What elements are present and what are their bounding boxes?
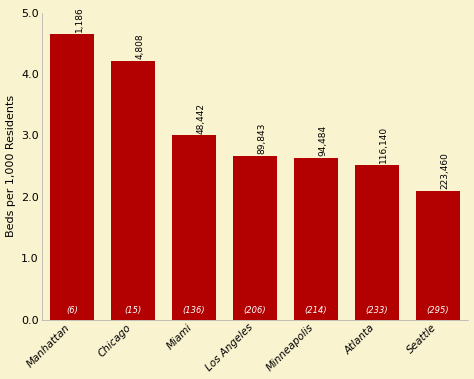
Bar: [355, 165, 399, 319]
Text: 116,140: 116,140: [379, 126, 388, 163]
Bar: [416, 191, 460, 319]
Text: (295): (295): [427, 306, 449, 315]
Bar: [50, 34, 94, 319]
Text: (15): (15): [125, 306, 142, 315]
Text: 94,484: 94,484: [319, 125, 328, 156]
Text: (6): (6): [66, 306, 78, 315]
Text: 4,808: 4,808: [136, 33, 145, 59]
Bar: [294, 158, 338, 319]
Text: 48,442: 48,442: [197, 103, 206, 134]
Text: (206): (206): [244, 306, 266, 315]
Bar: [172, 135, 216, 319]
Text: (136): (136): [183, 306, 205, 315]
Text: (233): (233): [365, 306, 388, 315]
Text: 89,843: 89,843: [257, 122, 266, 154]
Bar: [233, 156, 277, 319]
Text: 1,186: 1,186: [74, 6, 83, 32]
Y-axis label: Beds per 1,000 Residents: Beds per 1,000 Residents: [6, 95, 16, 237]
Text: (214): (214): [305, 306, 328, 315]
Text: 223,460: 223,460: [440, 153, 449, 190]
Bar: [111, 61, 155, 319]
